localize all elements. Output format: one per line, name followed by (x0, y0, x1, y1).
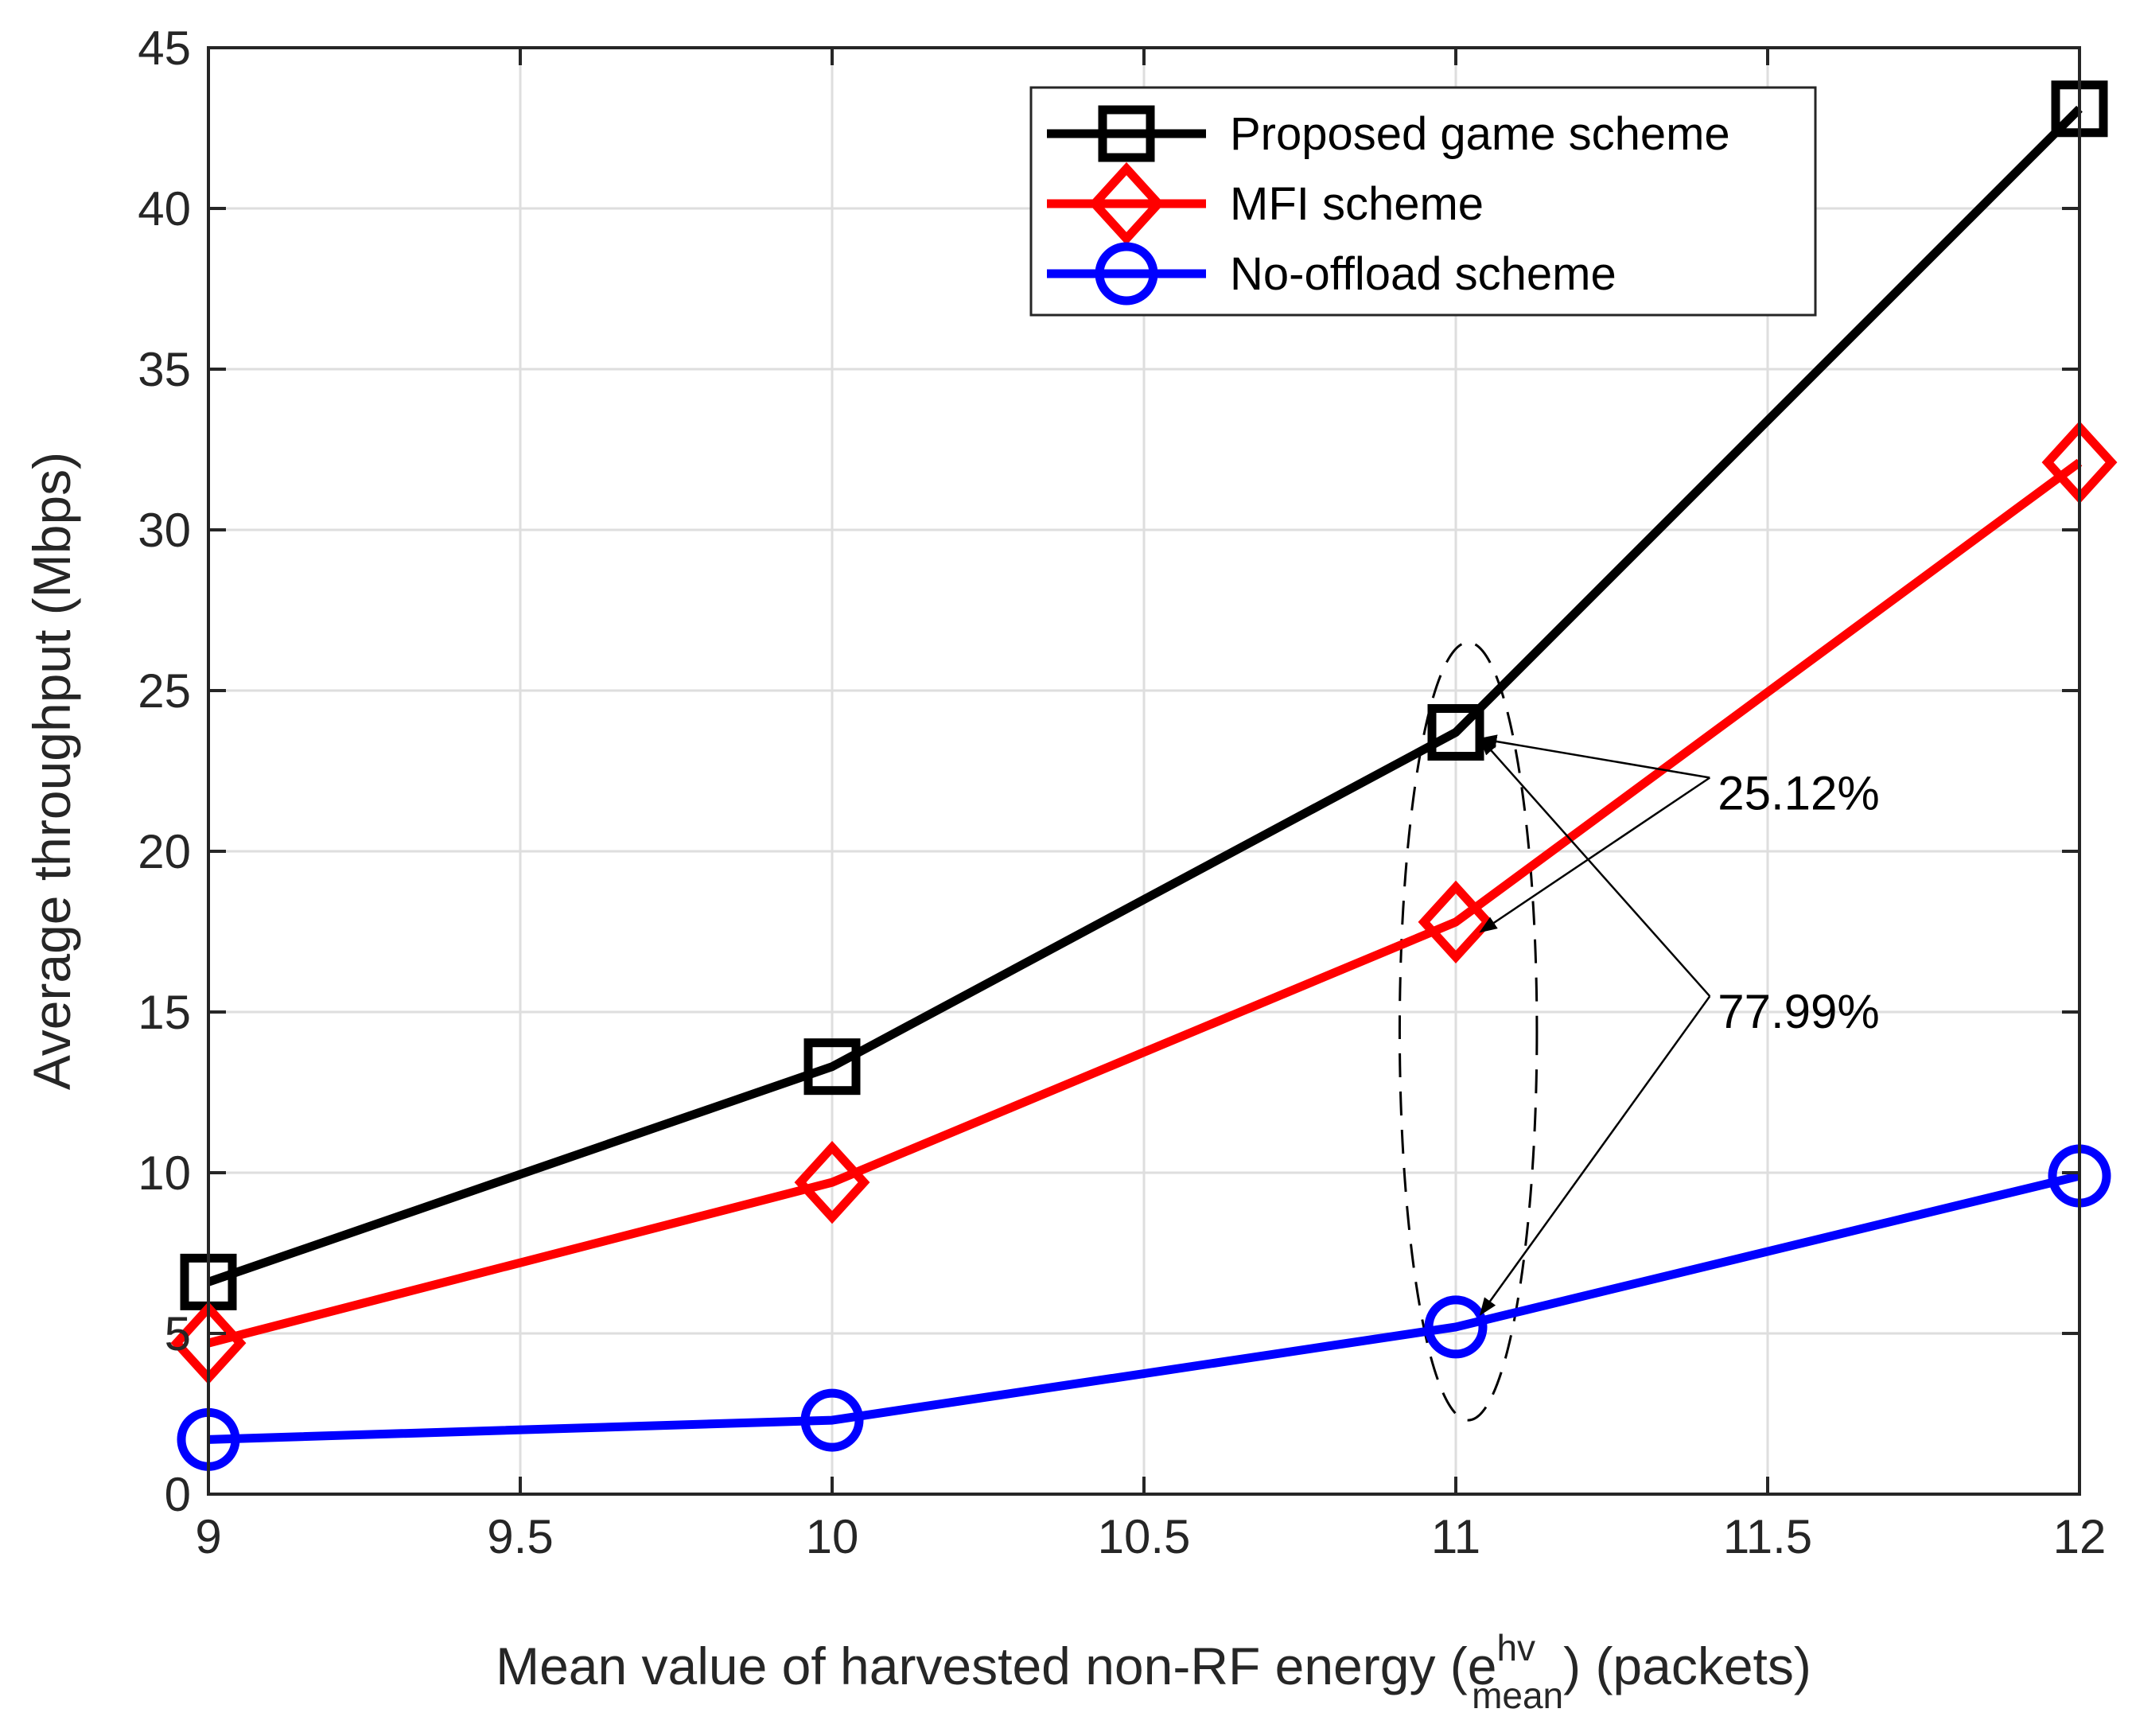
x-axis-label-tail: ) (packets) (1563, 1637, 1811, 1695)
annotation-arrow (1479, 995, 1711, 1316)
x-tick-label: 9 (195, 1510, 221, 1563)
data-point-square (803, 1038, 861, 1096)
data-point-diamond (794, 1140, 870, 1224)
x-tick-label: 11.5 (1723, 1510, 1812, 1563)
y-tick-label: 20 (138, 825, 191, 878)
x-tick-label: 11 (1431, 1510, 1480, 1563)
y-tick-label: 0 (165, 1468, 191, 1521)
x-tick-label: 12 (2053, 1510, 2107, 1563)
y-tick-label: 30 (138, 504, 191, 557)
y-tick-label: 45 (138, 21, 191, 75)
legend-marker-square (1098, 105, 1155, 162)
x-axis-label-main: Mean value of harvested non-RF energy (e (496, 1637, 1496, 1695)
series-line-circle (208, 1171, 2081, 1444)
data-point-circle (800, 1388, 864, 1452)
annotation-arrow (1478, 734, 1710, 779)
series-line-square (207, 105, 2083, 1286)
annotation-ellipse-layer (1398, 640, 1539, 1422)
annotation-label: 77.99% (1718, 985, 1880, 1038)
x-axis-label: Mean value of harvested non-RF energy (e… (496, 1627, 1811, 1716)
legend-label: No-offload scheme (1230, 248, 1617, 300)
data-point-circle (1424, 1295, 1488, 1359)
annotation-arrow (1479, 737, 1711, 998)
x-axis-label-sub: mean (1472, 1675, 1563, 1716)
y-axis-label: Average throughput (Mbps) (22, 452, 81, 1090)
x-axis-label-sup: hv (1496, 1627, 1535, 1668)
y-tick-label: 5 (165, 1307, 191, 1360)
legend-marker-circle (1095, 242, 1158, 306)
y-tick-label: 25 (138, 664, 191, 718)
ticks: 9 9.5 10 10.5 11 11.5 12 0 5 10 15 20 25 30 35 40 45 (138, 21, 2106, 1563)
legend: Proposed game scheme MFI scheme No-offload… (1029, 86, 1817, 317)
x-tick-label: 10.5 (1098, 1510, 1191, 1563)
y-tick-label: 35 (138, 343, 191, 396)
annotation-ellipse (1398, 640, 1539, 1422)
legend-label: MFI scheme (1230, 178, 1484, 230)
y-tick-label: 40 (138, 182, 191, 235)
y-tick-label: 10 (138, 1146, 191, 1200)
x-tick-label: 9.5 (487, 1510, 553, 1563)
y-tick-label: 15 (138, 986, 191, 1039)
legend-label: Proposed game scheme (1230, 108, 1730, 160)
x-tick-label: 10 (806, 1510, 859, 1563)
legend-marker-diamond (1088, 162, 1165, 246)
series-line-diamond (207, 458, 2083, 1348)
data-point-diamond (1418, 880, 1494, 964)
annotation-layer: 25.12% 77.99% (1478, 734, 1880, 1316)
data-point-square (1427, 704, 1484, 761)
annotation-label: 25.12% (1718, 766, 1880, 819)
annotation-arrow (1479, 777, 1710, 933)
